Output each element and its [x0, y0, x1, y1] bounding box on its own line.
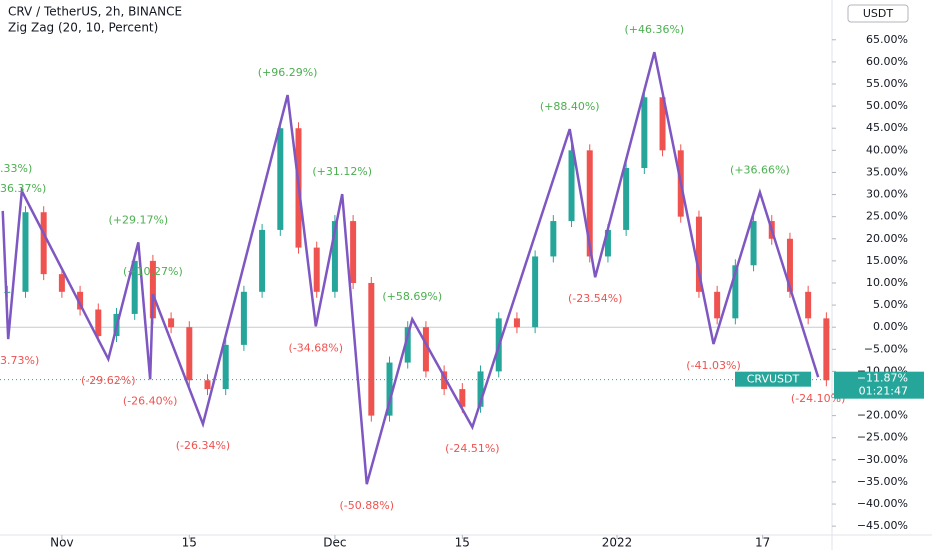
candle — [823, 318, 830, 381]
candle — [623, 168, 630, 230]
y-tick-label: 60.00% — [866, 55, 908, 68]
candle — [22, 212, 29, 292]
candle — [659, 97, 666, 151]
x-tick-label: 17 — [755, 536, 770, 550]
candle — [513, 318, 520, 328]
candle — [786, 238, 793, 292]
y-tick-label: 25.00% — [866, 210, 908, 223]
plot: 36.37%) 3.73%) .33%) (-29.62%) (+29.17%) (-26… — [0, 23, 845, 512]
candle — [714, 291, 721, 319]
candle — [77, 291, 84, 310]
candle — [441, 371, 448, 390]
candle — [422, 327, 429, 372]
zigzag-label: (-41.03%) — [686, 359, 741, 372]
zigzag-label: (+58.69%) — [382, 290, 442, 303]
zigzag-label: (-29.62%) — [81, 374, 136, 387]
x-tick-label: 2022 — [602, 536, 633, 550]
indicator-title: Zig Zag (20, 10, Percent) — [8, 21, 158, 35]
candle — [532, 256, 539, 328]
last-price-label: −11.87% — [857, 372, 908, 385]
y-tick-label: 10.00% — [866, 276, 908, 289]
chart-title: CRV / TetherUS, 2h, BINANCE — [8, 5, 182, 19]
y-tick-label: 40.00% — [866, 143, 908, 156]
zigzag-label: 3.73%) — [0, 354, 39, 367]
candle — [805, 291, 812, 319]
zigzag-label: (-34.68%) — [289, 341, 344, 354]
candle — [331, 221, 338, 292]
candle — [186, 327, 193, 381]
y-tick-label: 65.00% — [866, 33, 908, 46]
y-tick-label: 5.00% — [873, 298, 908, 311]
candle — [40, 212, 47, 275]
zigzag-label: (+10.27%) — [123, 265, 183, 278]
y-tick-label: −25.00% — [857, 431, 908, 444]
candle — [604, 229, 611, 257]
zigzag-label: 36.37%) — [0, 182, 46, 195]
x-tick-label: Nov — [50, 536, 73, 550]
x-tick-label: Dec — [323, 536, 346, 550]
candle — [204, 380, 211, 390]
y-tick-label: −35.00% — [857, 475, 908, 488]
y-tick-label: 50.00% — [866, 99, 908, 112]
y-tick-label: −30.00% — [857, 453, 908, 466]
zigzag-label: (-26.40%) — [123, 394, 178, 407]
zigzag-label: (-50.88%) — [340, 499, 395, 512]
candle — [586, 150, 593, 257]
currency-label: USDT — [863, 7, 894, 20]
candle — [568, 150, 575, 222]
zigzag-label: .33%) — [0, 162, 32, 175]
zigzag-label: (+96.29%) — [258, 66, 318, 79]
y-tick-label: 35.00% — [866, 165, 908, 178]
candle — [58, 274, 65, 292]
candle — [695, 216, 702, 292]
candle — [641, 97, 648, 169]
x-tick-label: 15 — [182, 536, 197, 550]
candle — [131, 260, 138, 314]
candle — [259, 229, 266, 292]
y-tick-label: 20.00% — [866, 232, 908, 245]
candle — [459, 389, 466, 407]
zigzag-label: (+36.66%) — [730, 163, 790, 176]
candle — [240, 291, 247, 345]
candle — [732, 265, 739, 319]
y-tick-label: −20.00% — [857, 409, 908, 422]
candle — [386, 362, 393, 416]
y-tick-label: 45.00% — [866, 121, 908, 134]
candle — [313, 247, 320, 292]
zigzag-label: (-26.34%) — [176, 439, 231, 452]
candle — [277, 128, 284, 230]
y-tick-label: 0.00% — [873, 320, 908, 333]
zigzag-label: (-23.54%) — [568, 292, 623, 305]
candle — [404, 327, 411, 363]
zigzag-label: (+31.12%) — [312, 165, 372, 178]
candle — [222, 344, 229, 390]
candle — [750, 221, 757, 266]
candle — [477, 371, 484, 407]
zigzag-label: (-24.10%) — [791, 392, 846, 405]
y-tick-label: 15.00% — [866, 254, 908, 267]
zigzag-label: (+29.17%) — [108, 213, 168, 226]
y-tick-label: 30.00% — [866, 188, 908, 201]
zigzag-label: (+46.36%) — [624, 23, 684, 36]
zigzag-line — [1, 51, 820, 485]
candle — [149, 260, 156, 319]
y-tick-label: 55.00% — [866, 77, 908, 90]
candle — [350, 221, 357, 283]
zigzag-label: (-24.51%) — [445, 442, 500, 455]
y-tick-label: −40.00% — [857, 497, 908, 510]
symbol-label: CRVUSDT — [747, 373, 800, 386]
zigzag-label: (+88.40%) — [540, 100, 600, 113]
countdown-label: 01:21:47 — [859, 385, 908, 398]
symbol-badge — [735, 371, 811, 387]
candle — [550, 221, 557, 257]
y-tick-label: −5.00% — [864, 342, 908, 355]
candle — [95, 309, 102, 337]
y-tick-label: −45.00% — [857, 519, 908, 532]
currency-button[interactable] — [847, 4, 909, 23]
last-price-badge — [834, 371, 924, 399]
candle — [168, 318, 175, 328]
candle — [368, 282, 375, 416]
x-tick-label: 15 — [455, 536, 470, 550]
